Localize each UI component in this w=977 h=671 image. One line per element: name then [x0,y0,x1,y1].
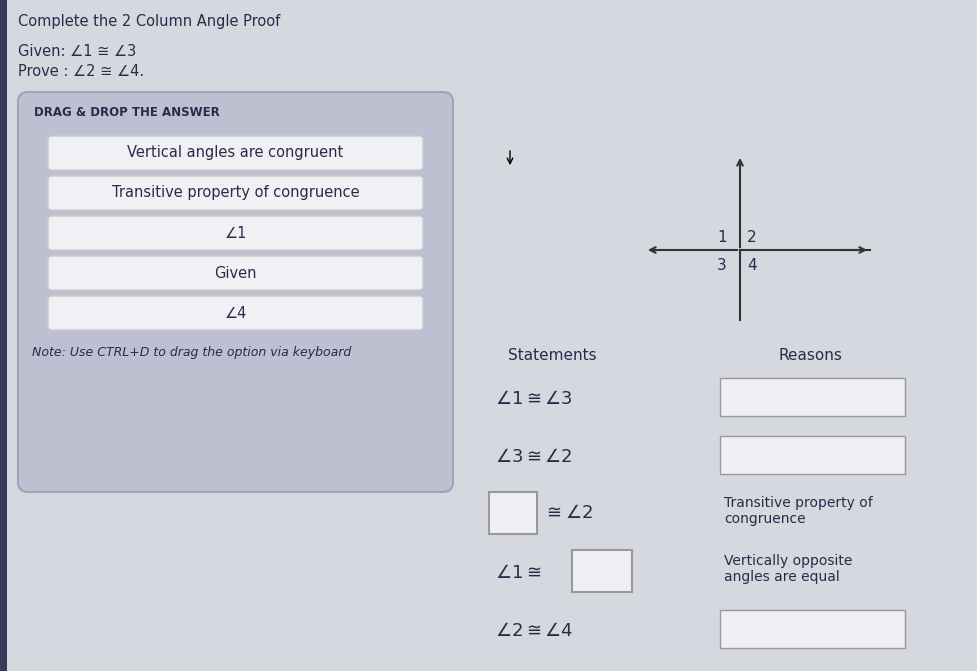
Bar [719,378,904,416]
Text: ∠1: ∠1 [224,225,246,240]
FancyBboxPatch shape [48,296,423,330]
Text: Vertical angles are congruent: Vertical angles are congruent [127,146,343,160]
Text: $\angle 1 \cong \angle 3$: $\angle 1 \cong \angle 3$ [494,390,573,408]
FancyBboxPatch shape [18,92,452,492]
Text: $\angle 1 \cong$: $\angle 1 \cong$ [494,564,540,582]
Text: $\angle 3 \cong \angle 2$: $\angle 3 \cong \angle 2$ [494,448,572,466]
Text: Prove : ∠2 ≅ ∠4.: Prove : ∠2 ≅ ∠4. [18,64,144,79]
Text: ∠4: ∠4 [224,305,246,321]
Bar [719,436,904,474]
Text: 3: 3 [716,258,726,274]
Text: DRAG & DROP THE ANSWER: DRAG & DROP THE ANSWER [34,106,220,119]
Bar [0,0,7,671]
Text: Transitive property of congruence: Transitive property of congruence [111,185,359,201]
Text: Statements: Statements [507,348,596,363]
FancyBboxPatch shape [48,136,423,170]
FancyBboxPatch shape [48,216,423,250]
Text: Reasons: Reasons [778,348,841,363]
Text: 2: 2 [746,231,756,246]
FancyBboxPatch shape [48,256,423,290]
Text: Given: ∠1 ≅ ∠3: Given: ∠1 ≅ ∠3 [18,44,136,59]
Text: $\cong \angle 2$: $\cong \angle 2$ [542,504,592,522]
Text: Complete the 2 Column Angle Proof: Complete the 2 Column Angle Proof [18,14,280,29]
Bar [572,550,631,592]
Text: Note: Use CTRL+D to drag the option via keyboard: Note: Use CTRL+D to drag the option via … [32,346,351,359]
Text: Given: Given [214,266,257,280]
Text: $\angle 2 \cong \angle 4$: $\angle 2 \cong \angle 4$ [494,622,573,640]
Text: 1: 1 [716,231,726,246]
Bar [488,492,536,534]
Text: 4: 4 [746,258,756,274]
Text: Vertically opposite
angles are equal: Vertically opposite angles are equal [723,554,852,584]
Bar [719,610,904,648]
FancyBboxPatch shape [48,176,423,210]
Text: Transitive property of
congruence: Transitive property of congruence [723,496,871,526]
